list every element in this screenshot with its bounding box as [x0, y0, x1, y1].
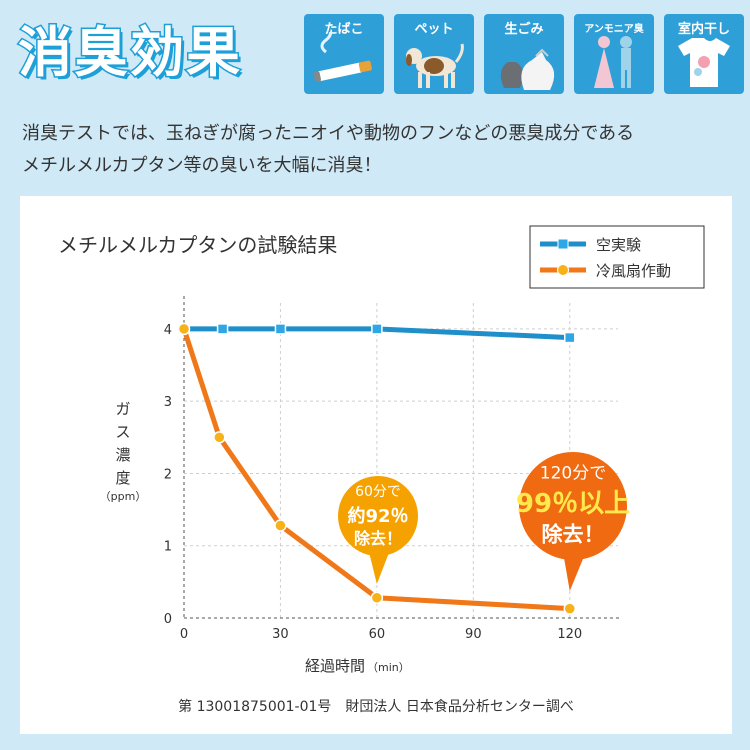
y-axis-unit: （ppm） [100, 490, 147, 503]
y-tick-label: 1 [164, 540, 172, 555]
legend-swatch-marker [557, 264, 569, 276]
y-tick-label: 0 [164, 612, 172, 627]
data-point [371, 323, 383, 335]
callout-bubble [519, 452, 627, 560]
callout-text: 除去！ [542, 523, 605, 547]
tile-label-pet: ペット [414, 22, 454, 37]
data-point [274, 323, 287, 335]
callout-text: 99％以上 [516, 489, 630, 519]
x-tick-label: 90 [465, 627, 482, 642]
cigarette-icon [313, 32, 372, 82]
y-axis-label-char: ス [115, 423, 130, 441]
y-axis-label-char: ガ [115, 400, 130, 418]
data-point [564, 331, 576, 344]
legend-label: 空実験 [596, 236, 641, 254]
description-line-2: メチルメルカプタン等の臭いを大幅に消臭！ [22, 155, 382, 176]
data-point [274, 519, 287, 532]
y-tick-label: 4 [164, 323, 172, 338]
page-title: 消臭効果 [17, 20, 242, 86]
data-point [177, 322, 191, 336]
tile-pet: ペット [394, 14, 474, 94]
callout-bubble [338, 476, 418, 556]
chart-title: メチルメルカプタンの試験結果 [58, 233, 337, 257]
tile-label-tobacco: たばこ [324, 22, 364, 37]
tile-indoor-drying: 室内干し [664, 14, 744, 94]
people-icon [594, 36, 632, 88]
legend-label: 冷風扇作動 [596, 262, 671, 280]
y-axis-label-char: 度 [115, 469, 130, 487]
data-point [563, 602, 577, 615]
tile-label-garbage: 生ごみ [504, 22, 544, 37]
chart-panel: メチルメルカプタンの試験結果 0 1 2 3 4 0 30 60 90 120 ガス濃度 （ppm） 経過… [20, 196, 732, 734]
data-point [213, 431, 226, 444]
description: 消臭テストでは、玉ねぎが腐ったニオイや動物のフンなどの悪臭成分である メチルメル… [22, 118, 732, 182]
callout-text: 120分で [540, 463, 606, 483]
description-line-1: 消臭テストでは、玉ねぎが腐ったニオイや動物のフンなどの悪臭成分である [22, 123, 635, 144]
x-axis-unit: （min） [367, 661, 410, 674]
legend-swatch-marker [557, 238, 569, 250]
y-axis-label-char: 濃 [115, 446, 130, 464]
x-tick-label: 120 [557, 627, 582, 642]
tile-ammonia: アンモニア臭 [574, 14, 654, 94]
garbage-bag-icon [500, 48, 555, 90]
x-tick-label: 0 [180, 627, 188, 642]
data-point [216, 323, 229, 335]
callout-tail [368, 548, 390, 584]
source-note: 第 13001875001-01号 財団法人 日本食品分析センター調べ [178, 699, 574, 715]
callout-text: 除去！ [354, 529, 402, 548]
legend-box [529, 225, 705, 289]
odor-icon-row: たばこ ペット 生ごみ [304, 14, 744, 94]
y-tick-label: 3 [164, 395, 172, 410]
y-tick-label: 2 [164, 467, 172, 482]
x-tick-label: 60 [369, 627, 386, 642]
callout-text: 約92％ [347, 505, 408, 527]
tile-label-indoor-drying: 室内干し [677, 22, 730, 37]
x-tick-label: 30 [272, 627, 289, 642]
tile-tobacco: たばこ [304, 14, 384, 94]
dog-icon [406, 43, 464, 88]
x-axis-label: 経過時間 [305, 657, 365, 675]
callout-tail [563, 552, 585, 591]
data-point [370, 591, 384, 605]
tile-garbage: 生ごみ [484, 14, 564, 94]
callout-text: 60分で [355, 484, 401, 500]
tshirt-icon [678, 38, 730, 87]
tile-label-ammonia: アンモニア臭 [584, 24, 644, 35]
